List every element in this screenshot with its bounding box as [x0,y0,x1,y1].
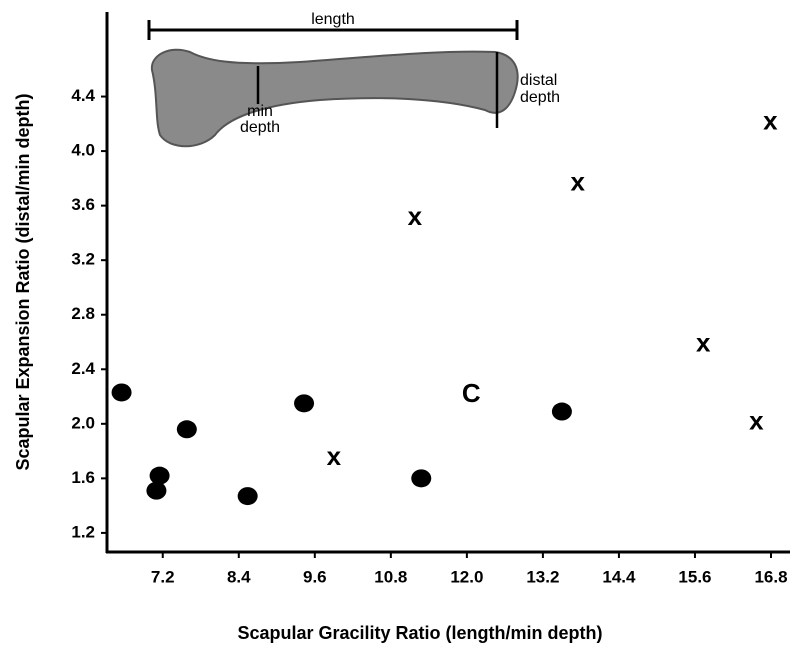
point [411,469,432,488]
x-tick-label: 8.4 [227,567,251,586]
point [551,402,572,421]
annotation: distal depth [520,72,561,106]
annotation-box: min depth [239,104,281,136]
bone-illustration [147,20,519,148]
point: x [408,201,423,231]
point: x [696,328,711,358]
point [237,487,258,506]
y-tick-label: 3.2 [71,250,95,269]
y-axis-title: Scapular Expansion Ratio (distal/min dep… [13,93,33,470]
annotation-box: distal depth [520,72,561,106]
y-tick-label: 2.4 [71,359,95,378]
y-tick-label: 2.8 [71,304,95,323]
point [176,420,197,439]
x-tick-label: 16.8 [754,567,787,586]
point: x [749,405,764,435]
x-tick-label: 14.4 [602,567,636,586]
y-tick-label: 1.6 [71,468,95,487]
point: C [462,378,481,408]
x-axis-title: Scapular Gracility Ratio (length/min dep… [237,623,602,643]
point [294,394,315,413]
annotation: min depth [239,104,281,136]
point: x [327,441,342,471]
y-tick-label: 3.6 [71,195,95,214]
x-tick-label: 13.2 [526,567,559,586]
point: x [763,105,778,135]
x-tick-label: 10.8 [374,567,407,586]
y-tick-label: 1.2 [71,522,95,541]
x-tick-label: 12.0 [450,567,483,586]
x-tick-label: 7.2 [151,567,175,586]
x-tick-label: 15.6 [678,567,711,586]
point [111,383,132,402]
y-tick-label: 4.0 [71,141,95,160]
point [146,481,167,500]
x-tick-label: 9.6 [303,567,327,586]
point: x [571,167,586,197]
point [149,466,170,485]
annotation: length [311,11,355,28]
y-tick-label: 4.4 [71,86,95,105]
y-tick-label: 2.0 [71,413,95,432]
